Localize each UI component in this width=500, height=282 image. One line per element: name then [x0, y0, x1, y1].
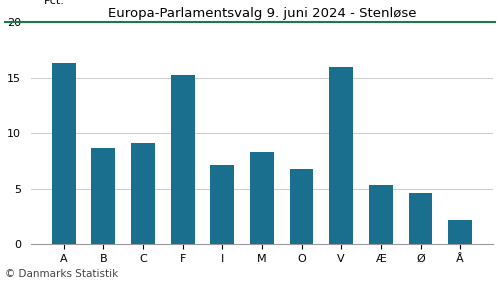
Bar [369, 185, 393, 244]
Bar [250, 152, 274, 244]
Bar [52, 63, 76, 244]
Bar [210, 166, 234, 244]
Bar [92, 148, 115, 244]
Text: © Danmarks Statistik: © Danmarks Statistik [5, 269, 118, 279]
Bar [170, 74, 194, 244]
Title: Europa-Parlamentsvalg 9. juni 2024 - Stenløse: Europa-Parlamentsvalg 9. juni 2024 - Ste… [108, 7, 416, 20]
Text: Pct.: Pct. [44, 0, 64, 6]
Bar [448, 220, 472, 244]
Bar [290, 169, 314, 244]
Bar [408, 193, 432, 244]
Bar [131, 143, 155, 244]
Bar [330, 67, 353, 244]
